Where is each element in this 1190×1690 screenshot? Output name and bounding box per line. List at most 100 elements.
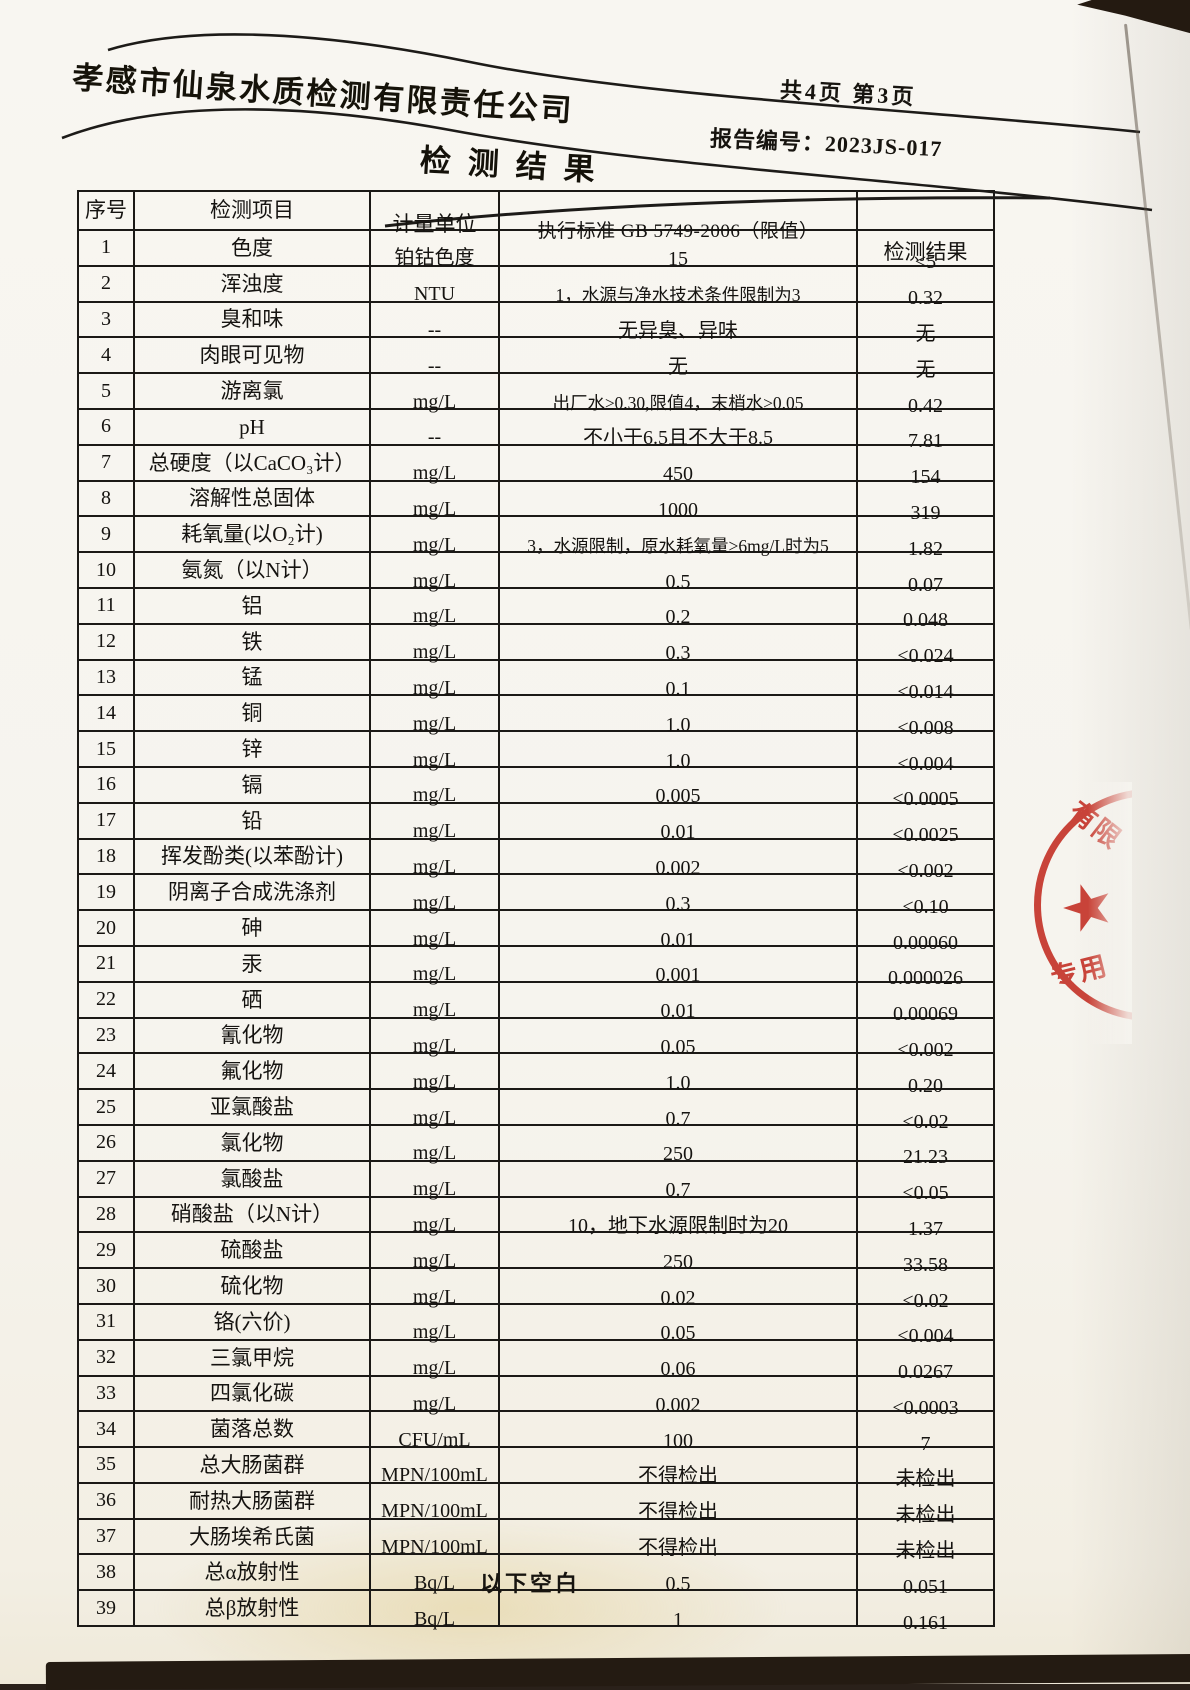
cell-standard: 0.002 — [498, 1374, 858, 1415]
table-row: 23 氰化物 mg/L 0.05 <0.002 — [77, 1016, 995, 1060]
cell-result: 33.58 — [856, 1231, 995, 1275]
cell-standard: 1.0 — [498, 1052, 858, 1093]
cell-no: 34 — [77, 1410, 135, 1449]
cell-no: 10 — [77, 551, 135, 589]
cell-unit: MPN/100mL — [369, 1517, 500, 1558]
table-row: 20 砷 mg/L 0.01 0.00060 — [77, 909, 995, 953]
cell-item: 总α放射性 — [133, 1553, 371, 1592]
cell-no: 7 — [77, 443, 135, 482]
cell-item: 亚氯酸盐 — [133, 1088, 371, 1126]
cell-no: 21 — [77, 944, 135, 983]
cell-standard: 0.01 — [498, 801, 858, 843]
header-item: 检测项目 — [133, 190, 371, 231]
cell-item: 溶解性总固体 — [133, 479, 371, 518]
cell-no: 18 — [77, 837, 135, 876]
cell-unit: mg/L — [369, 622, 500, 663]
cell-unit: MPN/100mL — [369, 1446, 500, 1486]
cell-result: <0.002 — [856, 1016, 995, 1060]
results-table-wrap: 序号 检测项目 计量单位 执行标准 GB 5749-2006（限值） 检测结果 … — [77, 190, 995, 1633]
cell-item: 锰 — [133, 658, 371, 697]
cell-standard: 无异臭、异味 — [498, 300, 858, 341]
cell-unit: mg/L — [369, 443, 500, 484]
cell-result: 154 — [856, 443, 995, 488]
table-row: 31 铬(六价) mg/L 0.05 <0.004 — [77, 1302, 995, 1347]
results-tbody: 1 色度 铂钴色度 15 <5 2 浑浊度 NTU 1，水源与净水技术条件限制为3 0.32 3 臭和… — [77, 229, 995, 1633]
page-count: 共4页 第3页 — [779, 77, 917, 110]
cell-no: 28 — [77, 1195, 135, 1234]
cell-result: 0.32 — [856, 264, 995, 309]
cell-item: 大肠埃希氏菌 — [133, 1517, 371, 1556]
cell-item: 氯酸盐 — [133, 1159, 371, 1198]
table-row: 17 铅 mg/L 0.01 <0.0025 — [77, 801, 995, 846]
cell-unit: mg/L — [369, 873, 500, 913]
cell-item: 氯化物 — [133, 1123, 371, 1162]
cell-no: 32 — [77, 1338, 135, 1377]
cell-item: 耗氧量(以O₂计) — [133, 515, 371, 554]
cell-result: <0.008 — [856, 694, 995, 738]
cell-unit: mg/L — [369, 694, 500, 734]
cell-item: 四氯化碳 — [133, 1374, 371, 1413]
cell-standard: 100 — [498, 1410, 858, 1451]
cell-no: 13 — [77, 658, 135, 697]
table-row: 3 臭和味 -- 无异臭、异味无 — [77, 300, 995, 344]
cell-standard: 15 — [498, 229, 858, 270]
cell-unit: CFU/mL — [369, 1410, 500, 1450]
cell-no: 36 — [77, 1481, 135, 1520]
table-row: 6 pH -- 不小于6.5且不大于8.5 7.81 — [77, 407, 995, 452]
table-row: 12 铁 mg/L 0.3 <0.024 — [77, 622, 995, 667]
cell-no: 29 — [77, 1231, 135, 1270]
table-row: 11 铝 mg/L 0.2 0.048 — [77, 586, 995, 631]
cell-result: 0.000026 — [856, 944, 995, 989]
cell-standard: 0.5 — [498, 551, 858, 592]
table-row: 9 耗氧量(以O₂计) mg/L 3，水源限制，原水耗氧量>6mg/L时为5 1.82 — [77, 515, 995, 559]
cell-standard: 3，水源限制，原水耗氧量>6mg/L时为5 — [498, 515, 858, 555]
cell-item: 硫化物 — [133, 1267, 371, 1305]
cell-standard: 10，地下水源限制时为20 — [498, 1195, 858, 1236]
cell-standard: 1.0 — [498, 694, 858, 735]
cell-result: 0.00060 — [856, 909, 995, 953]
report-number: 报告编号：2023JS-017 — [709, 121, 943, 164]
table-row: 36 耐热大肠菌群 MPN/100mL 不得检出 未检出 — [77, 1481, 995, 1526]
cell-no: 6 — [77, 407, 135, 446]
cell-standard: 0.001 — [498, 944, 858, 986]
cell-item: 汞 — [133, 944, 371, 983]
cell-unit: mg/L — [369, 1267, 500, 1307]
cell-result: 未检出 — [856, 1446, 995, 1490]
table-row: 26 氯化物 mg/L 250 21.23 — [77, 1123, 995, 1168]
cell-unit: mg/L — [369, 730, 500, 770]
table-row: 37 大肠埃希氏菌 MPN/100mL 不得检出 未检出 — [77, 1517, 995, 1562]
cell-no: 37 — [77, 1517, 135, 1556]
cell-standard: 0.3 — [498, 873, 858, 914]
cell-unit: mg/L — [369, 1302, 500, 1343]
cell-result: 0.051 — [856, 1553, 995, 1597]
cell-unit: Bq/L — [369, 1553, 500, 1593]
cell-standard: 0.1 — [498, 658, 858, 699]
cell-result: 21.23 — [856, 1123, 995, 1168]
cell-standard: 0.05 — [498, 1016, 858, 1057]
table-row: 5 游离氯 mg/L 出厂水≥0.30,限值4，末梢水≥0.05 0.42 — [77, 372, 995, 416]
cell-item: 臭和味 — [133, 300, 371, 339]
report-number-value: 2023JS-017 — [824, 130, 943, 162]
cell-item: 三氯甲烷 — [133, 1338, 371, 1377]
cell-no: 11 — [77, 586, 135, 625]
cell-unit: NTU — [369, 264, 500, 305]
cell-unit: mg/L — [369, 479, 500, 519]
cell-no: 9 — [77, 515, 135, 554]
cell-standard: 0.002 — [498, 837, 858, 878]
cell-item: 铝 — [133, 586, 371, 625]
cell-standard: 0.005 — [498, 765, 858, 807]
cell-standard: 1000 — [498, 479, 858, 520]
cell-unit: mg/L — [369, 658, 500, 698]
cell-no: 4 — [77, 336, 135, 375]
cell-no: 22 — [77, 980, 135, 1019]
cell-item: 砷 — [133, 909, 371, 947]
cell-result: <0.004 — [856, 730, 995, 774]
cell-result: <5 — [856, 229, 995, 273]
cell-standard: 0.01 — [498, 980, 858, 1022]
cell-unit: -- — [369, 336, 500, 376]
cell-result: 319 — [856, 479, 995, 523]
cell-item: 硫酸盐 — [133, 1231, 371, 1270]
cell-no: 1 — [77, 229, 135, 267]
table-row: 35 总大肠菌群 MPN/100mL 不得检出 未检出 — [77, 1446, 995, 1490]
cell-unit: 铂钴色度 — [369, 229, 500, 269]
